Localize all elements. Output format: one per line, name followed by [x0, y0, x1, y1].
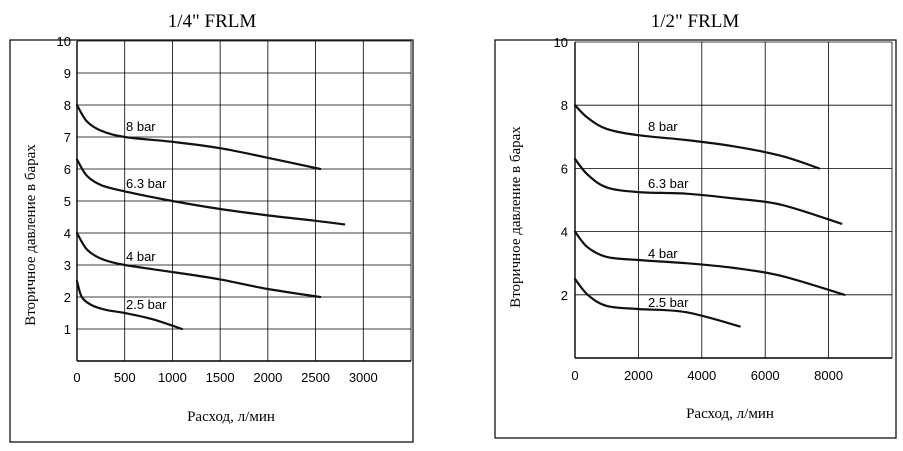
chart-2-series-label: 6.3 bar [648, 176, 689, 191]
chart-1-y-tick-label: 2 [64, 290, 71, 305]
chart-1-series-label: 4 bar [126, 249, 156, 264]
chart-1-series-label: 8 bar [126, 119, 156, 134]
chart-1-x-tick-label: 500 [114, 370, 136, 385]
chart-2-y-tick-label: 8 [561, 98, 568, 113]
chart-1-y-tick-label: 6 [64, 162, 71, 177]
chart-2-y-tick-label: 10 [554, 35, 568, 50]
chart-1-series-label: 2.5 bar [126, 297, 167, 312]
chart-1-x-tick-label: 1500 [206, 370, 235, 385]
chart-1-x-tick-label: 3000 [349, 370, 378, 385]
chart-2-grid [574, 41, 893, 359]
chart-2-series-labels: 8 bar 6.3 bar 4 bar 2.5 bar [648, 119, 689, 310]
chart-1-y-tick-label: 9 [64, 66, 71, 81]
chart-1-x-tick-label: 2000 [253, 370, 282, 385]
chart-2-series-line [573, 157, 843, 225]
chart-1-series-line [75, 231, 322, 299]
chart-2-y-tick-label: 4 [561, 225, 568, 240]
chart-1-series-line [75, 103, 322, 171]
chart-2-title: 1/2" FRLM [651, 11, 740, 32]
chart-2-x-tick-label: 2000 [624, 368, 653, 383]
chart-1-series-labels: 8 bar 6.3 bar 4 bar 2.5 bar [126, 119, 167, 312]
chart-2-x-tick-label: 6000 [751, 368, 780, 383]
chart-2-series-label: 8 bar [648, 119, 678, 134]
chart-1-y-tick-label: 7 [64, 130, 71, 145]
chart-2-series-line [573, 230, 846, 296]
chart-1-y-axis-label: Вторичное давление в барах [23, 144, 39, 326]
chart-2-x-axis-label: Расход, л/мин [686, 406, 774, 422]
chart-1-series-line [75, 158, 346, 226]
chart-2-series [573, 104, 846, 328]
chart-1-x-tick-label: 0 [73, 370, 80, 385]
chart-1-series-line [75, 279, 184, 331]
chart-1-y-tick-label: 3 [64, 258, 71, 273]
chart-2-x-tick-labels: 0 2000 4000 6000 8000 [571, 368, 843, 383]
chart-2-frame [494, 39, 897, 439]
chart-2-x-tick-label: 0 [571, 368, 578, 383]
chart-2-y-tick-label: 6 [561, 161, 568, 176]
chart-2-y-axis-label: Вторичное давление в барах [508, 126, 524, 308]
chart-1-y-tick-labels: 1 2 3 4 5 6 7 8 9 10 [57, 34, 71, 337]
chart-2-series-line [573, 104, 821, 170]
chart-1-series [75, 103, 346, 331]
chart-2-series-label: 2.5 bar [648, 295, 689, 310]
chart-2-y-tick-labels: 2 4 6 8 10 [554, 35, 568, 303]
chart-1-x-tick-label: 2500 [301, 370, 330, 385]
chart-1-x-axis-label: Расход, л/мин [187, 409, 275, 425]
chart-2-series-label: 4 bar [648, 246, 678, 261]
chart-1-frame [9, 39, 414, 443]
chart-1-y-tick-label: 8 [64, 98, 71, 113]
chart-2-y-tick-label: 2 [561, 288, 568, 303]
chart-1-y-tick-label: 5 [64, 194, 71, 209]
chart-2-x-tick-label: 8000 [814, 368, 843, 383]
chart-1-series-label: 6.3 bar [126, 176, 167, 191]
chart-1-grid [76, 40, 412, 362]
chart-1-y-tick-label: 10 [57, 34, 71, 49]
chart-1-x-tick-labels: 0 500 1000 1500 2000 2500 3000 [73, 370, 377, 385]
chart-2-series-line [573, 277, 741, 328]
chart-1-y-tick-label: 4 [64, 226, 71, 241]
chart-1-x-tick-label: 1000 [158, 370, 187, 385]
chart-1-y-tick-label: 1 [64, 322, 71, 337]
chart-1-title: 1/4" FRLM [168, 11, 257, 32]
chart-2-x-tick-label: 4000 [687, 368, 716, 383]
